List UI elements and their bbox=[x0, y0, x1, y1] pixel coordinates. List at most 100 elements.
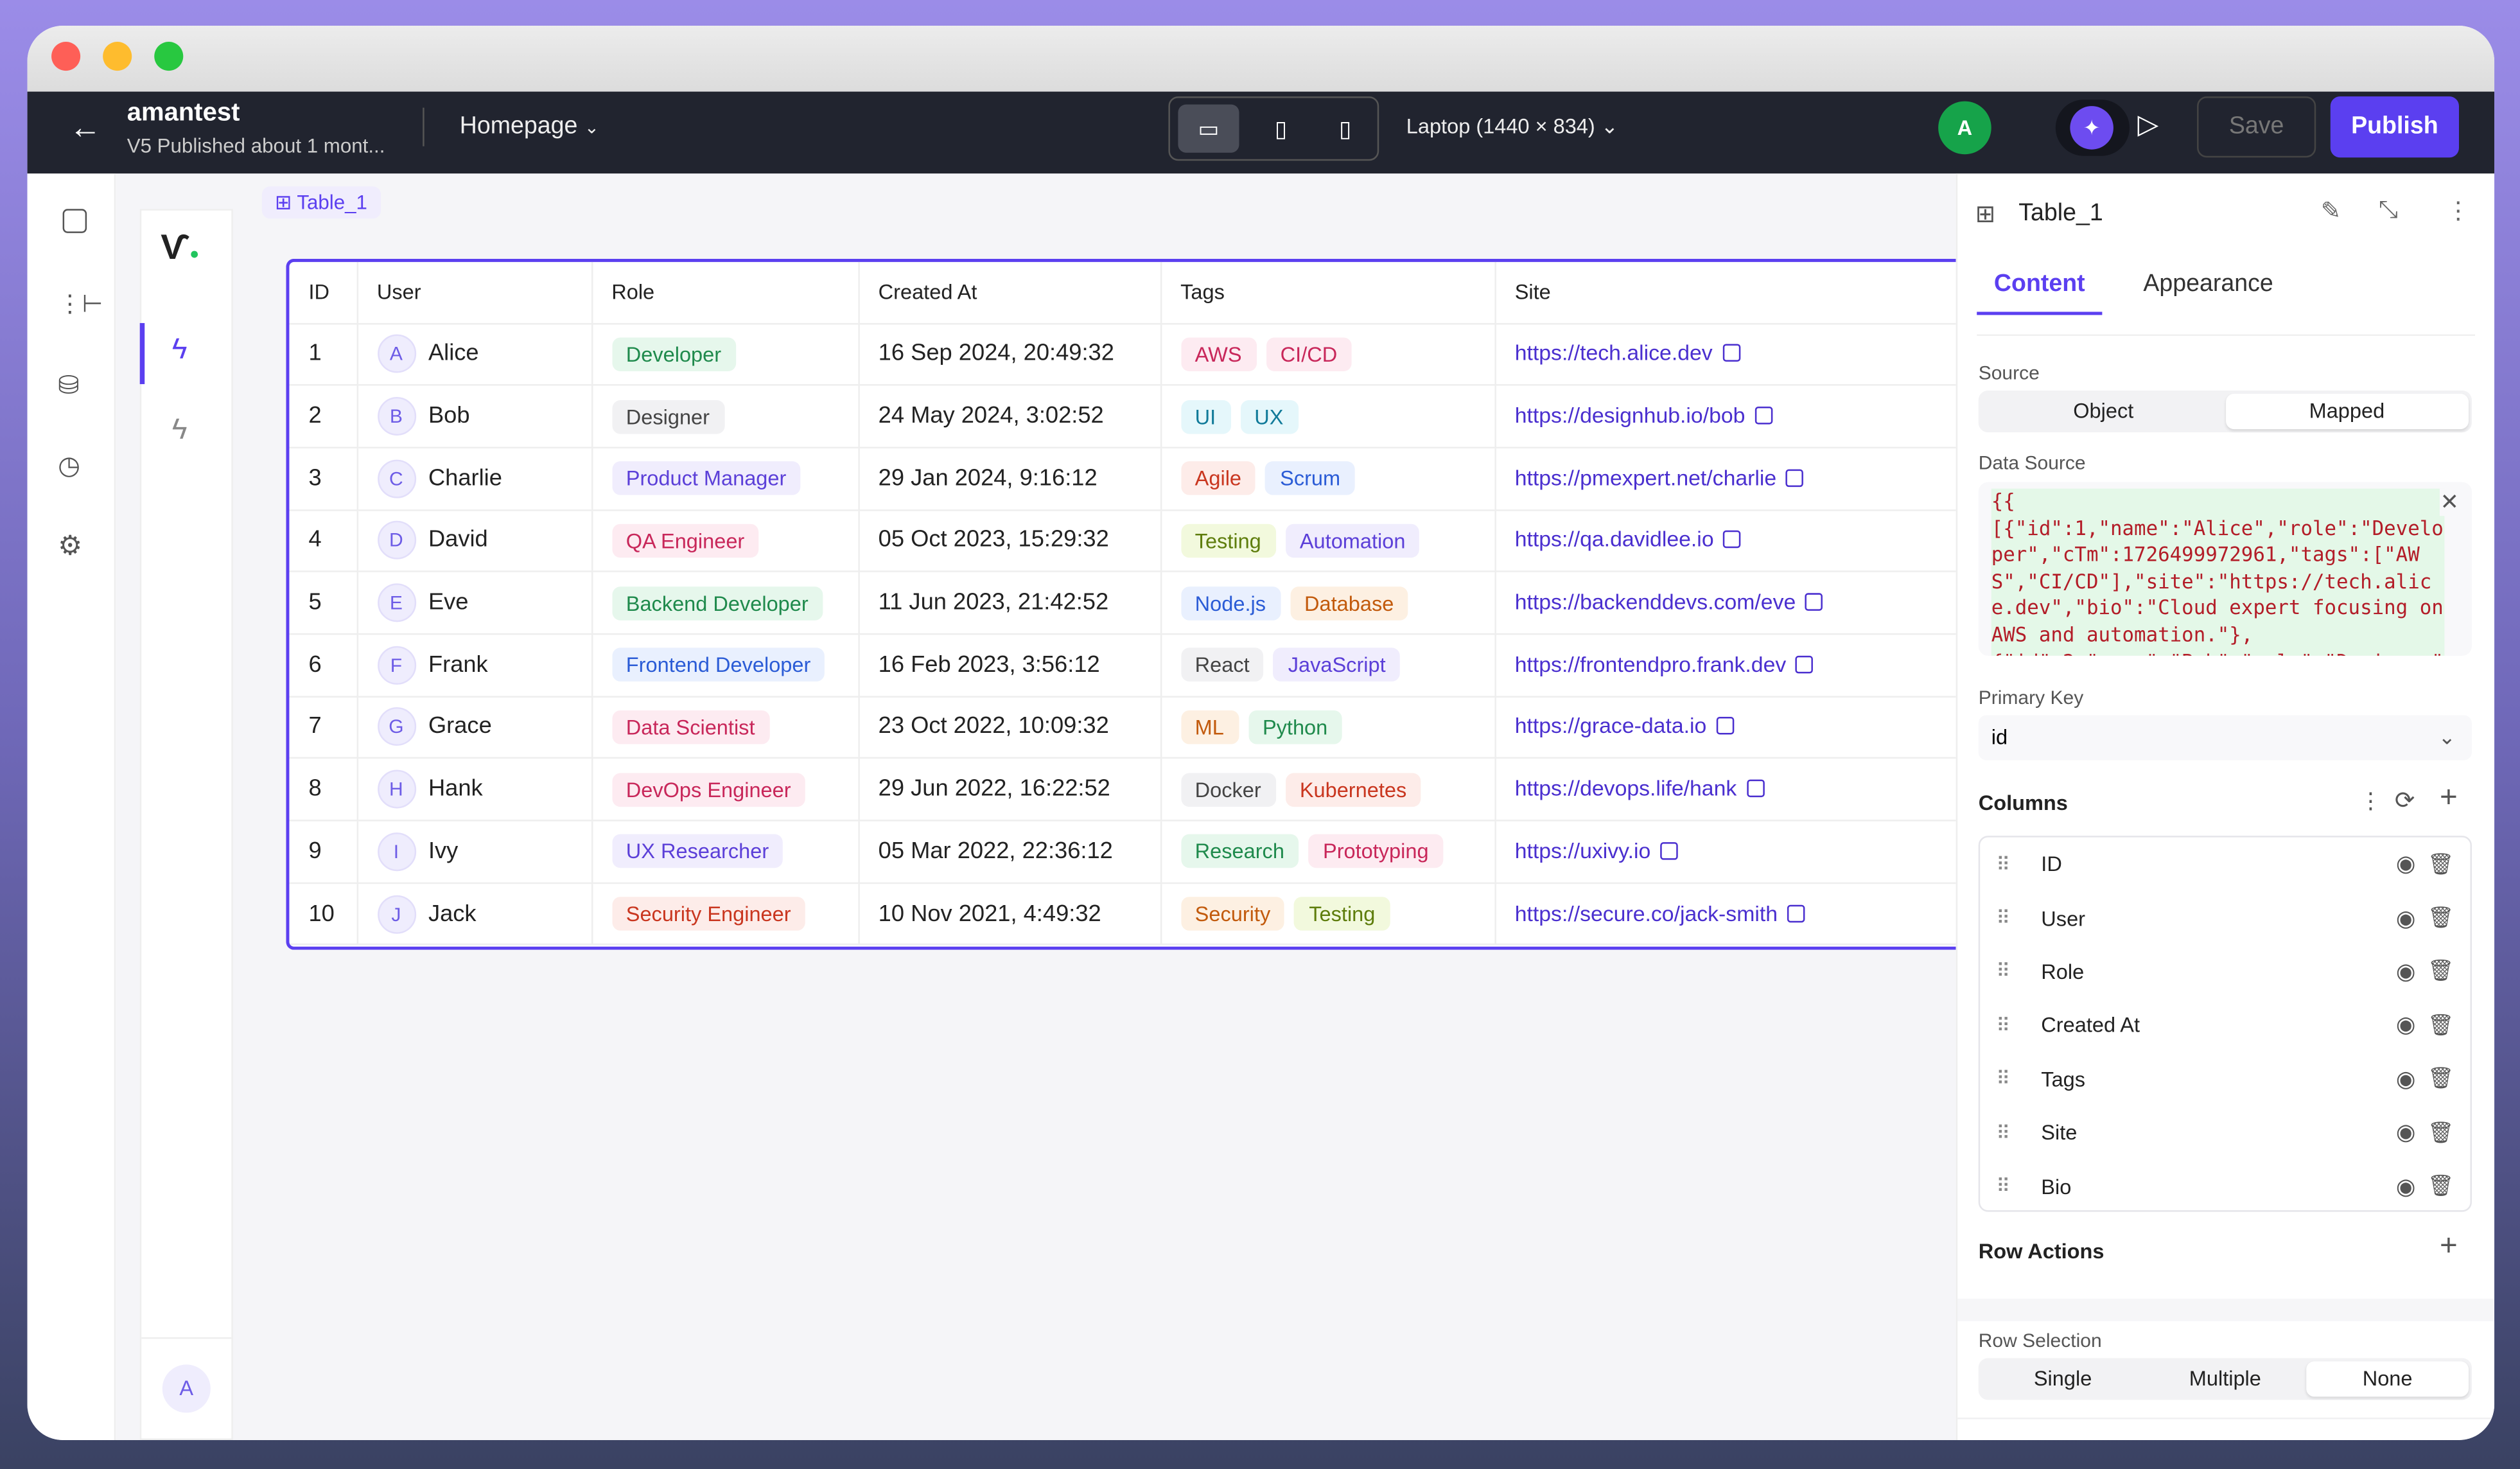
lightning-icon[interactable]: ϟ bbox=[171, 332, 188, 365]
trash-icon[interactable]: 🗑 bbox=[2428, 1012, 2454, 1037]
frame-icon[interactable] bbox=[62, 209, 87, 233]
device-size-selector[interactable]: Laptop (1440 × 834) ⌄ bbox=[1406, 114, 1619, 139]
selected-component-label[interactable]: ⊞ Table_1 bbox=[261, 186, 380, 219]
tree-icon[interactable]: ⋮⊢ bbox=[58, 290, 103, 319]
table-row[interactable]: 8 H Hank DevOps Engineer 29 Jun 2022, 16:… bbox=[289, 758, 1956, 822]
table-row[interactable]: 2 B Bob Designer 24 May 2024, 3:02:52 UI U… bbox=[289, 385, 1956, 448]
column-header[interactable]: User bbox=[356, 261, 593, 324]
site-link[interactable]: https://uxivy.io bbox=[1514, 838, 1651, 863]
site-link[interactable]: https://frontendpro.frank.dev bbox=[1514, 652, 1787, 676]
external-link-icon[interactable] bbox=[1805, 593, 1823, 611]
drag-handle-icon[interactable]: ⠿ bbox=[1996, 906, 2010, 929]
column-header[interactable]: ID bbox=[289, 261, 358, 324]
table-row[interactable]: 7 G Grace Data Scientist 23 Oct 2022, 10:… bbox=[289, 696, 1956, 759]
site-link[interactable]: https://pmexpert.net/charlie bbox=[1514, 465, 1777, 490]
lightning-icon[interactable]: ϟ bbox=[171, 413, 188, 446]
external-link-icon[interactable] bbox=[1786, 468, 1804, 487]
eye-icon[interactable]: ◉ bbox=[2395, 1118, 2416, 1145]
eye-icon[interactable]: ◉ bbox=[2395, 850, 2416, 877]
table-row[interactable]: 3 C Charlie Product Manager 29 Jan 2024, … bbox=[289, 447, 1956, 511]
site-link[interactable]: https://qa.davidlee.io bbox=[1514, 527, 1714, 552]
drag-handle-icon[interactable]: ⠿ bbox=[1996, 960, 2010, 983]
minimize-window-button[interactable] bbox=[103, 42, 132, 71]
more-options-icon[interactable]: ⋮ bbox=[2359, 787, 2382, 814]
column-header[interactable]: Role bbox=[591, 261, 859, 324]
edit-pencil-icon[interactable]: ✎ bbox=[2320, 197, 2341, 225]
column-item[interactable]: ⠿ Bio ◉ 🗑 bbox=[1980, 1159, 2470, 1213]
page-selector[interactable]: Homepage ⌄ bbox=[460, 112, 599, 140]
external-link-icon[interactable] bbox=[1796, 655, 1814, 673]
drag-handle-icon[interactable]: ⠿ bbox=[1996, 852, 2010, 875]
tab-appearance[interactable]: Appearance bbox=[2143, 270, 2273, 297]
close-window-button[interactable] bbox=[51, 42, 81, 71]
column-item[interactable]: ⠿ Created At ◉ 🗑 bbox=[1980, 998, 2470, 1052]
source-option-mapped[interactable]: Mapped bbox=[2225, 394, 2469, 430]
site-link[interactable]: https://tech.alice.dev bbox=[1514, 341, 1713, 365]
history-icon[interactable]: ◷ bbox=[58, 453, 81, 481]
column-item[interactable]: ⠿ ID ◉ 🗑 bbox=[1980, 838, 2470, 892]
column-header[interactable]: Site bbox=[1494, 261, 1956, 324]
add-column-icon[interactable]: + bbox=[2439, 781, 2458, 815]
laptop-icon[interactable]: ▭ bbox=[1178, 104, 1239, 153]
table-row[interactable]: 4 D David QA Engineer 05 Oct 2023, 15:29:… bbox=[289, 509, 1956, 573]
maximize-window-button[interactable] bbox=[154, 42, 184, 71]
clear-icon[interactable]: ✕ bbox=[2440, 488, 2459, 516]
drag-handle-icon[interactable]: ⠿ bbox=[1996, 1014, 2010, 1037]
site-link[interactable]: https://designhub.io/bob bbox=[1514, 403, 1746, 428]
table-row[interactable]: 1 A Alice Developer 16 Sep 2024, 20:49:32… bbox=[289, 322, 1956, 386]
row-selection-none[interactable]: None bbox=[2306, 1361, 2469, 1397]
site-link[interactable]: https://backenddevs.com/eve bbox=[1514, 590, 1796, 615]
drag-handle-icon[interactable]: ⠿ bbox=[1996, 1121, 2010, 1144]
column-item[interactable]: ⠿ Tags ◉ 🗑 bbox=[1980, 1052, 2470, 1106]
tab-content[interactable]: Content bbox=[1977, 254, 2103, 315]
eye-icon[interactable]: ◉ bbox=[2395, 904, 2416, 930]
data-source-editor[interactable]: {{ [{"id":1,"name":"Alice","role":"Devel… bbox=[1978, 482, 2472, 656]
trash-icon[interactable]: 🗑 bbox=[2428, 1120, 2454, 1144]
back-arrow-icon[interactable]: ← bbox=[69, 110, 101, 146]
trash-icon[interactable]: 🗑 bbox=[2428, 1066, 2454, 1091]
eye-icon[interactable]: ◉ bbox=[2395, 1172, 2416, 1199]
preview-user-avatar[interactable]: A bbox=[162, 1364, 211, 1413]
column-item[interactable]: ⠿ Role ◉ 🗑 bbox=[1980, 945, 2470, 999]
mobile-icon[interactable]: ▯ bbox=[1339, 116, 1352, 142]
tablet-icon[interactable]: ▯ bbox=[1274, 116, 1288, 142]
column-item[interactable]: ⠿ User ◉ 🗑 bbox=[1980, 891, 2470, 945]
external-link-icon[interactable] bbox=[1716, 717, 1734, 735]
external-link-icon[interactable] bbox=[1723, 531, 1742, 549]
trash-icon[interactable]: 🗑 bbox=[2428, 851, 2454, 875]
table-row[interactable]: 5 E Eve Backend Developer 11 Jun 2023, 21… bbox=[289, 572, 1956, 635]
column-header[interactable]: Tags bbox=[1160, 261, 1496, 324]
ai-assistant-button[interactable]: ✦ bbox=[2055, 100, 2130, 156]
external-link-icon[interactable] bbox=[1754, 407, 1773, 425]
table-row[interactable]: 9 I Ivy UX Researcher 05 Mar 2022, 22:36:… bbox=[289, 820, 1956, 884]
gear-icon[interactable]: ⚙ bbox=[58, 530, 83, 561]
more-options-icon[interactable]: ⋮ bbox=[2446, 197, 2471, 225]
site-link[interactable]: https://secure.co/jack-smith bbox=[1514, 901, 1778, 926]
table-component[interactable]: ID User Role Created At Tags Site 1 A Alice De… bbox=[286, 258, 1956, 950]
refresh-icon[interactable]: ⟳ bbox=[2394, 787, 2415, 815]
user-avatar[interactable]: A bbox=[1938, 101, 1991, 155]
table-row[interactable]: 10 J Jack Security Engineer 10 Nov 2021, … bbox=[289, 883, 1956, 946]
save-button[interactable]: Save bbox=[2197, 96, 2316, 158]
external-link-icon[interactable] bbox=[1746, 779, 1764, 798]
column-item[interactable]: ⠿ Site ◉ 🗑 bbox=[1980, 1105, 2470, 1159]
external-link-icon[interactable] bbox=[1722, 344, 1740, 362]
drag-handle-icon[interactable]: ⠿ bbox=[1996, 1175, 2010, 1198]
eye-icon[interactable]: ◉ bbox=[2395, 1065, 2416, 1091]
trash-icon[interactable]: 🗑 bbox=[2428, 958, 2454, 983]
column-header[interactable]: Created At bbox=[858, 261, 1162, 324]
site-link[interactable]: https://grace-data.io bbox=[1514, 714, 1707, 739]
external-link-icon[interactable] bbox=[1660, 841, 1678, 860]
eye-icon[interactable]: ◉ bbox=[2395, 1011, 2416, 1037]
database-icon[interactable]: ⛁ bbox=[58, 373, 80, 401]
eye-icon[interactable]: ◉ bbox=[2395, 958, 2416, 984]
row-selection-single[interactable]: Single bbox=[2033, 1366, 2092, 1391]
trash-icon[interactable]: 🗑 bbox=[2428, 1173, 2454, 1198]
table-row[interactable]: 6 F Frank Frontend Developer 16 Feb 2023,… bbox=[289, 633, 1956, 698]
primary-key-select[interactable]: id ⌄ bbox=[1978, 715, 2472, 761]
drag-handle-icon[interactable]: ⠿ bbox=[1996, 1068, 2010, 1091]
trash-icon[interactable]: 🗑 bbox=[2428, 904, 2454, 929]
publish-button[interactable]: Publish bbox=[2330, 96, 2459, 158]
site-link[interactable]: https://devops.life/hank bbox=[1514, 776, 1737, 801]
preview-play-icon[interactable]: ▷ bbox=[2137, 109, 2159, 140]
